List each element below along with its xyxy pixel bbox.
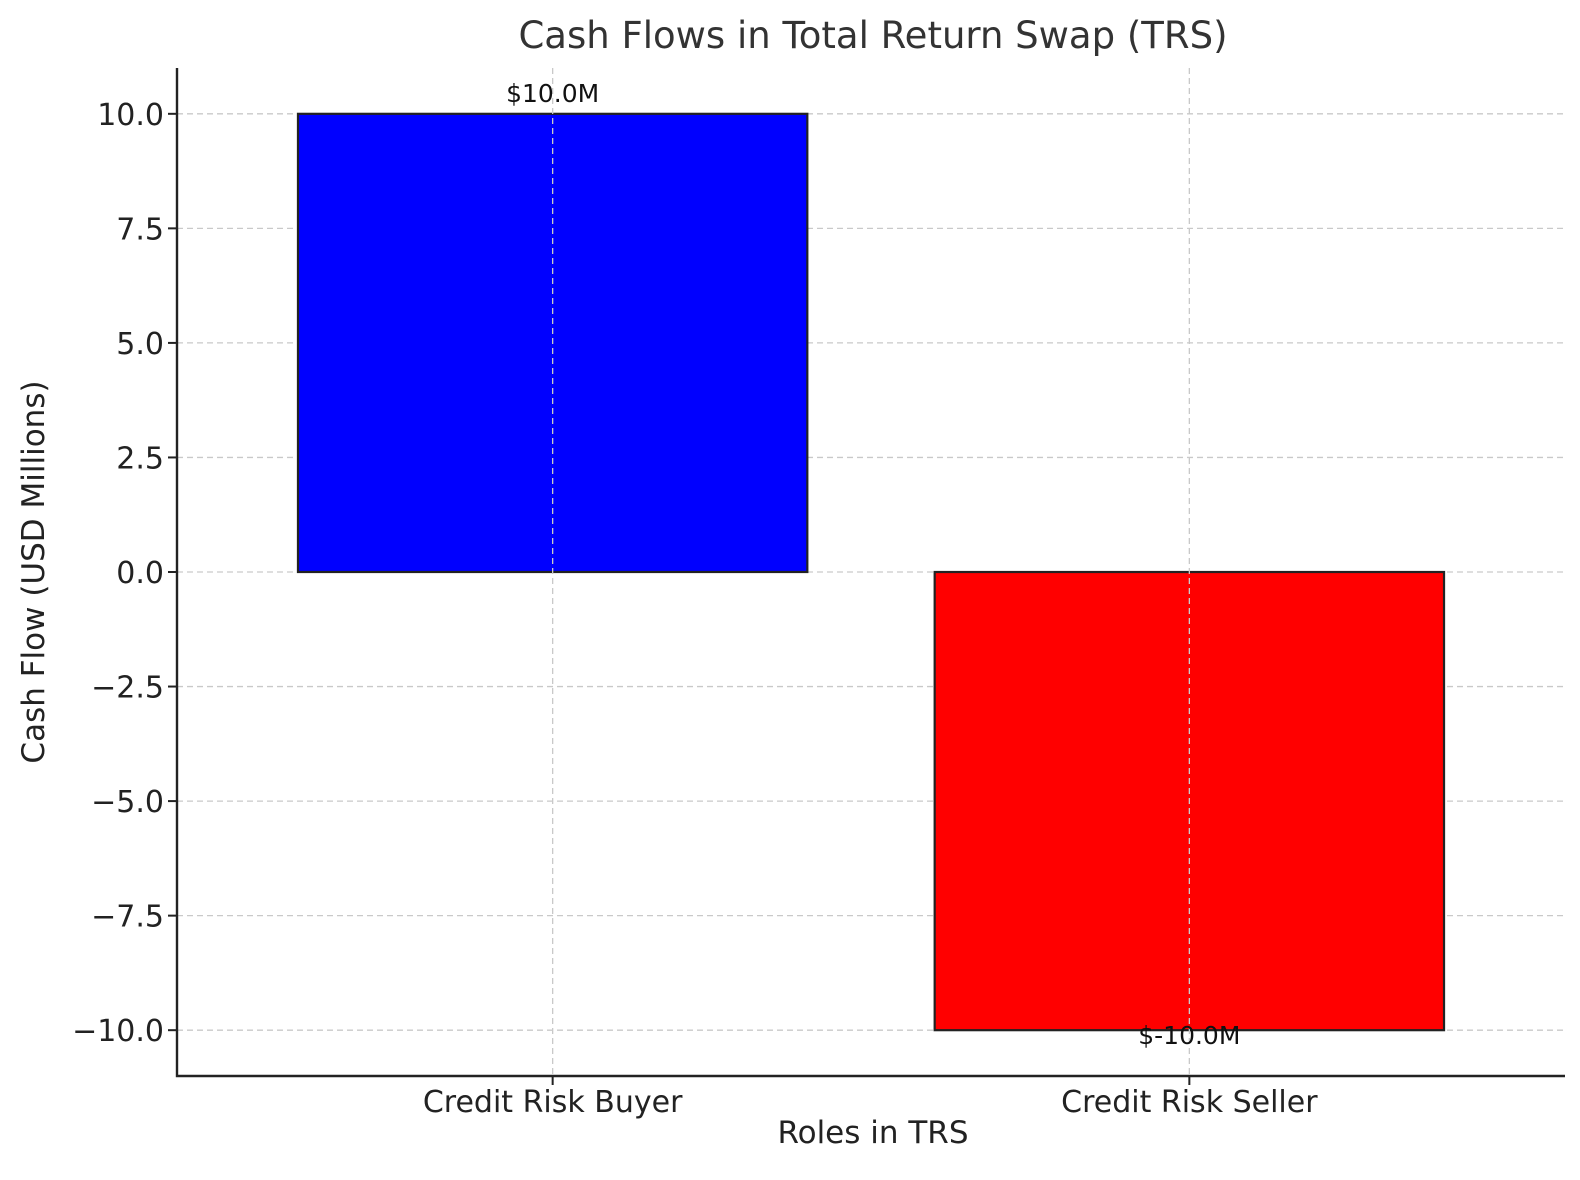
y-tick-label: −10.0 — [72, 1014, 164, 1049]
data-labels: $10.0M $-10.0M — [506, 68, 1240, 1076]
y-tick-label: −5.0 — [91, 785, 164, 820]
axis-spines — [175, 68, 1565, 1078]
y-tick-label: 0.0 — [116, 556, 164, 591]
y-axis-label: Cash Flow (USD Millions) — [16, 380, 52, 763]
y-tick-label: −7.5 — [91, 900, 164, 935]
y-axis-ticks: 10.0 7.5 5.0 2.5 0.0 −2.5 −5.0 −7.5 −10.0 — [72, 98, 177, 1049]
y-tick-label: 7.5 — [116, 212, 164, 247]
data-label: $-10.0M — [1138, 1021, 1240, 1050]
x-axis-ticks: Credit Risk Buyer Credit Risk Seller — [423, 1076, 1318, 1120]
y-tick-label: 10.0 — [97, 98, 164, 133]
chart-title: Cash Flows in Total Return Swap (TRS) — [518, 14, 1227, 57]
y-tick-label: −2.5 — [91, 671, 164, 706]
axes — [175, 68, 1565, 1078]
x-tick-label: Credit Risk Buyer — [423, 1085, 683, 1120]
data-label: $10.0M — [506, 79, 599, 108]
y-tick-label: 5.0 — [116, 327, 164, 362]
x-tick-label: Credit Risk Seller — [1061, 1085, 1318, 1120]
y-tick-label: 2.5 — [116, 441, 164, 476]
x-axis-label: Roles in TRS — [777, 1115, 968, 1151]
